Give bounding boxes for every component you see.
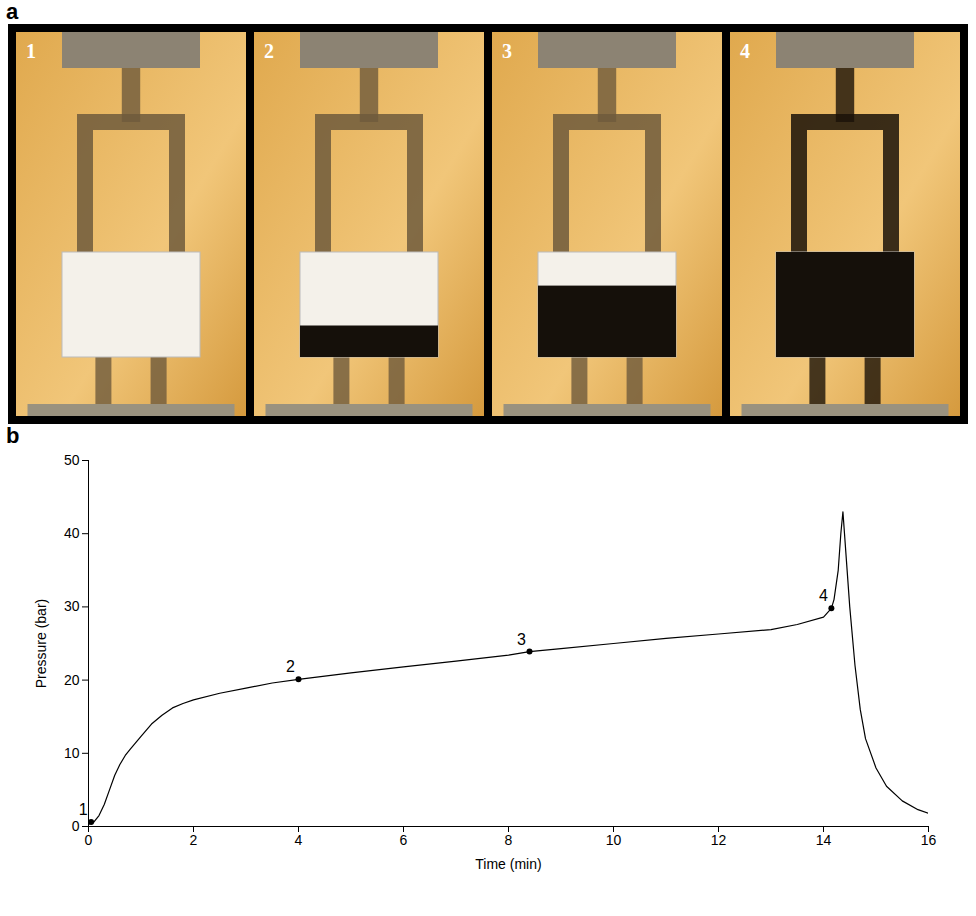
svg-text:14: 14 xyxy=(816,832,832,848)
svg-text:4: 4 xyxy=(740,40,750,62)
svg-text:3: 3 xyxy=(502,40,512,62)
svg-text:16: 16 xyxy=(921,832,937,848)
svg-text:6: 6 xyxy=(400,832,408,848)
svg-text:3: 3 xyxy=(517,631,526,648)
svg-text:20: 20 xyxy=(64,672,80,688)
svg-text:2: 2 xyxy=(286,658,295,675)
svg-text:40: 40 xyxy=(64,525,80,541)
svg-text:Time (min): Time (min) xyxy=(475,856,541,872)
svg-text:12: 12 xyxy=(711,832,727,848)
svg-text:10: 10 xyxy=(606,832,622,848)
svg-text:1: 1 xyxy=(26,40,36,62)
svg-text:4: 4 xyxy=(819,587,828,604)
svg-text:50: 50 xyxy=(64,452,80,468)
svg-text:4: 4 xyxy=(295,832,303,848)
svg-text:2: 2 xyxy=(264,40,274,62)
svg-text:30: 30 xyxy=(64,598,80,614)
svg-text:2: 2 xyxy=(190,832,198,848)
html-text:b: b xyxy=(6,423,20,448)
svg-text:8: 8 xyxy=(505,832,513,848)
svg-text:0: 0 xyxy=(85,832,93,848)
svg-text:1: 1 xyxy=(79,801,88,818)
svg-text:10: 10 xyxy=(64,745,80,761)
svg-text:0: 0 xyxy=(72,818,80,834)
svg-text:Pressure (bar): Pressure (bar) xyxy=(33,599,49,688)
html-text:a: a xyxy=(6,0,19,24)
